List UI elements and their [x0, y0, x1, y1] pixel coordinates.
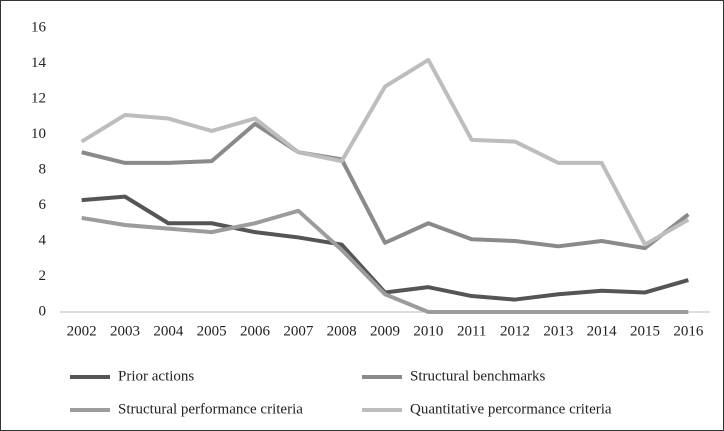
x-tick-label: 2014	[587, 323, 618, 339]
y-tick-label: 0	[39, 303, 47, 319]
y-tick-label: 10	[31, 126, 46, 142]
y-tick-label: 12	[31, 90, 46, 106]
x-tick-label: 2015	[630, 323, 660, 339]
x-tick-label: 2006	[240, 323, 271, 339]
x-tick-label: 2005	[197, 323, 227, 339]
series-line	[81, 194, 689, 302]
series-line	[81, 121, 690, 251]
x-tick-label: 2009	[370, 323, 400, 339]
series-line	[81, 208, 689, 314]
x-tick-label: 2011	[457, 323, 486, 339]
y-tick-label: 16	[31, 19, 47, 35]
x-tick-label: 2010	[413, 323, 443, 339]
legend-label: Quantitative percormance criteria	[410, 401, 612, 417]
legend-label: Prior actions	[118, 368, 194, 384]
y-tick-label: 4	[39, 232, 47, 248]
x-tick-label: 2002	[67, 323, 97, 339]
x-tick-label: 2004	[153, 323, 184, 339]
x-tick-label: 2003	[110, 323, 140, 339]
x-tick-label: 2013	[543, 323, 573, 339]
legend-label: Structural performance criteria	[118, 401, 303, 417]
x-tick-label: 2012	[500, 323, 530, 339]
series-line	[80, 57, 690, 247]
y-tick-label: 6	[39, 197, 47, 213]
x-tick-label: 2016	[673, 323, 704, 339]
y-tick-label: 2	[39, 268, 47, 284]
y-tick-label: 14	[31, 55, 47, 71]
legend-label: Structural benchmarks	[410, 368, 546, 384]
y-tick-label: 8	[39, 161, 47, 177]
x-tick-label: 2007	[283, 323, 314, 339]
x-tick-label: 2008	[327, 323, 357, 339]
